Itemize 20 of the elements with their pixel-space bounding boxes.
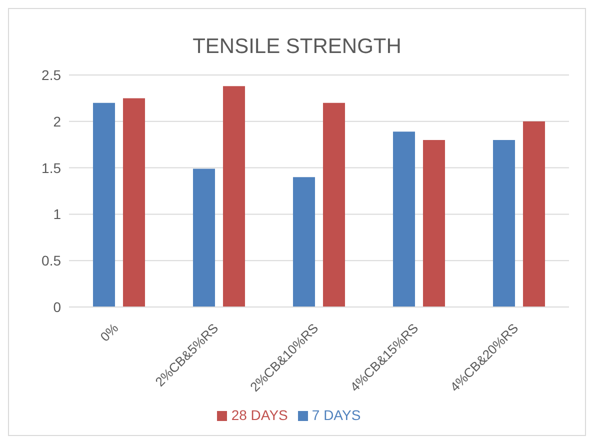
bar — [223, 86, 245, 307]
bar — [293, 177, 315, 307]
bar — [123, 98, 145, 307]
y-tick-label: 1 — [53, 206, 62, 222]
y-tick-label: 0 — [53, 298, 62, 315]
legend-label: 28 DAYS — [231, 407, 288, 423]
legend-label: 7 DAYS — [312, 407, 361, 423]
bar — [193, 168, 215, 307]
y-tick-label: 1.5 — [42, 160, 62, 176]
x-tick-label: 0% — [97, 320, 122, 344]
chart-title: TENSILE STRENGTH — [192, 35, 402, 60]
bar — [493, 140, 515, 307]
bar — [523, 121, 545, 307]
y-tick-label: 2.5 — [42, 66, 62, 83]
y-tick-label: 2 — [53, 113, 62, 130]
bar — [93, 102, 115, 307]
bar — [393, 132, 415, 307]
y-tick-label: 0.5 — [42, 252, 62, 269]
bar — [323, 102, 345, 307]
bar — [423, 140, 445, 307]
